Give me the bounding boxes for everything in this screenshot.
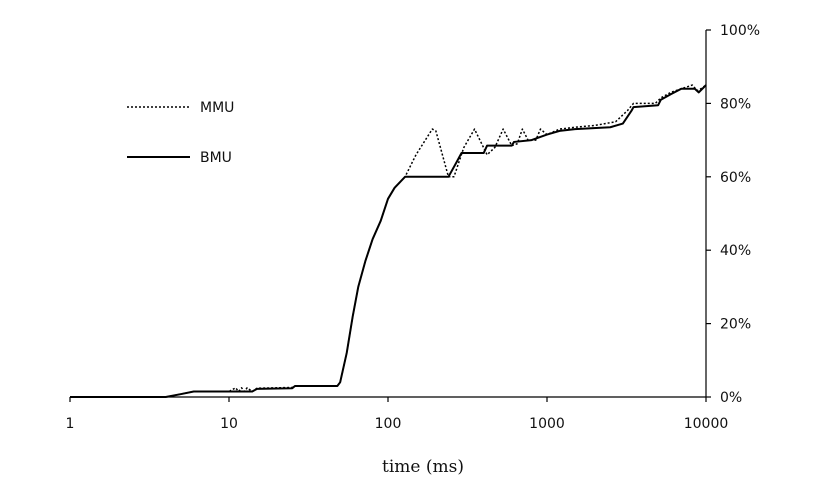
series-layer <box>70 84 707 398</box>
y-tick-label: 60% <box>720 170 751 186</box>
y-tick-label: 100% <box>720 23 760 39</box>
y-tick-label: 80% <box>720 96 751 112</box>
x-tick-label: 10 <box>220 416 238 432</box>
y-tick-label: 40% <box>720 243 751 259</box>
x-tick-label: 10000 <box>684 416 729 432</box>
legend-label-bmu: BMU <box>200 150 232 166</box>
y-tick-label: 20% <box>720 317 751 333</box>
x-tick-label: 100 <box>375 416 402 432</box>
ticks-layer: 1 10 100 1000 10000 0% 20% 40% 60% 80% 100% <box>66 23 760 432</box>
axes-layer <box>70 30 707 398</box>
x-tick-label: 1000 <box>529 416 565 432</box>
x-axis-title: time (ms) <box>382 457 464 477</box>
x-tick-label: 1 <box>66 416 75 432</box>
series-line-bmu <box>70 84 707 398</box>
series-line-mmu <box>70 84 707 398</box>
legend-label-mmu: MMU <box>200 100 234 116</box>
legend: MMU BMU <box>127 100 234 166</box>
y-tick-label: 0% <box>720 390 742 406</box>
